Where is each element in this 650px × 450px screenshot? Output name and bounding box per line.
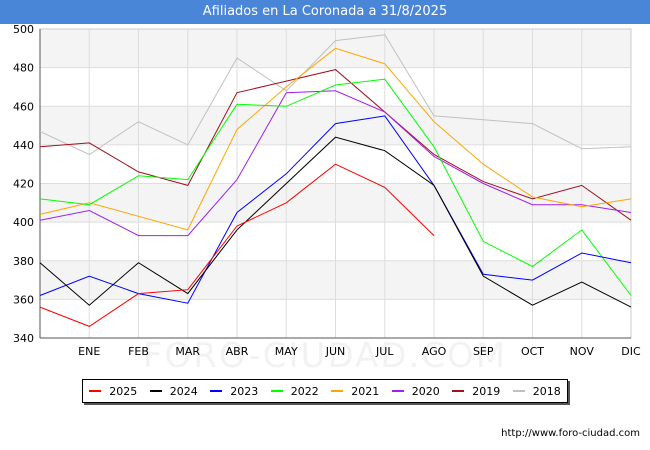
legend-item-2023: 2023 <box>210 385 258 398</box>
legend-label: 2019 <box>472 384 501 398</box>
legend-swatch <box>270 390 283 392</box>
y-tick-label: 360 <box>13 293 34 306</box>
series-lines <box>39 34 632 327</box>
legend-label: 2023 <box>230 384 259 398</box>
legend-swatch <box>89 390 102 392</box>
legend-label: 2025 <box>109 384 138 398</box>
y-tick-label: 500 <box>13 23 34 36</box>
x-tick-label: OCT <box>521 345 544 358</box>
legend-item-2020: 2020 <box>391 384 440 398</box>
legend-label: 2022 <box>290 384 319 398</box>
legend-label: 2020 <box>411 384 440 398</box>
x-tick-label: JUL <box>375 345 394 358</box>
y-tick-label: 340 <box>13 332 34 345</box>
y-tick-label: 480 <box>13 62 34 75</box>
x-tick-label: MAY <box>275 345 298 358</box>
x-tick-label: SEP <box>473 345 494 358</box>
series-line-2024 <box>39 136 632 308</box>
x-tick-label: AGO <box>422 345 447 358</box>
legend-label: 2021 <box>351 384 380 398</box>
series-line-2020 <box>39 90 632 237</box>
legend-swatch <box>149 390 162 392</box>
y-tick-labels: 340 360 380 400 420 440 460 480 500 <box>13 23 34 345</box>
legend-label: 2018 <box>532 384 561 398</box>
legend-swatch <box>512 390 525 392</box>
legend-swatch <box>391 390 404 392</box>
y-tick-label: 440 <box>13 139 34 152</box>
legend-swatch <box>331 390 344 392</box>
x-tick-label: JUN <box>325 345 346 358</box>
x-tick-labels: ENE FEB MAR ABR MAY JUN JUL AGO SEP OCT NOV DIC <box>78 345 641 358</box>
chart-title: Afiliados en La Coronada a 31/8/2025 <box>0 0 650 24</box>
legend-item-2024: 2024 <box>149 384 198 398</box>
source-url: http://www.foro-ciudad.com <box>501 428 640 439</box>
x-tick-label: DIC <box>621 345 641 358</box>
x-tick-label: ENE <box>78 345 100 358</box>
series-line-2022 <box>39 78 632 296</box>
legend-item-2025: 2025 <box>89 385 137 398</box>
x-tick-label: NOV <box>570 345 595 358</box>
series-line-2018 <box>39 34 632 156</box>
y-tick-label: 420 <box>13 178 34 191</box>
legend-item-2018: 2018 <box>512 384 561 398</box>
legend-label: 2024 <box>169 384 198 398</box>
y-tick-label: 460 <box>13 100 34 113</box>
legend-item-2021: 2021 <box>331 385 379 398</box>
legend-swatch <box>210 390 223 392</box>
series-line-2021 <box>39 47 632 231</box>
x-tick-label: FEB <box>128 345 149 358</box>
axes <box>39 28 632 339</box>
legend-swatch <box>452 390 465 392</box>
legend-item-2022: 2022 <box>270 384 319 398</box>
y-tick-label: 380 <box>13 255 34 268</box>
series-line-2025 <box>39 163 435 327</box>
series-line-2019 <box>39 69 632 221</box>
legend: 2025 2024 2023 2022 2021 2020 2019 2018 <box>82 379 568 403</box>
x-tick-label: MAR <box>175 345 200 358</box>
legend-item-2019: 2019 <box>452 385 500 398</box>
y-tick-label: 400 <box>13 216 34 229</box>
x-tick-label: ABR <box>226 345 249 358</box>
